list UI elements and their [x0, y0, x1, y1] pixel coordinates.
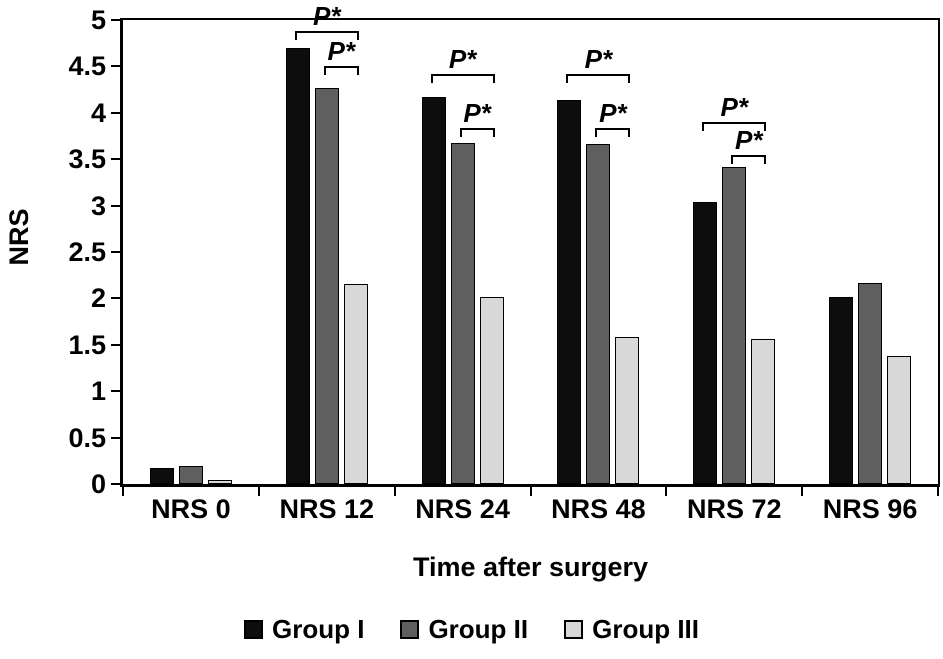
significance-bracket — [595, 127, 631, 137]
y-tick — [111, 158, 120, 161]
y-tick-label: 3.5 — [68, 144, 106, 175]
y-axis-title: NRS — [4, 208, 34, 266]
bar-group-ii-nrs-72 — [722, 166, 747, 484]
bar-group-i-nrs-0 — [149, 468, 174, 484]
x-axis-category-label: NRS 96 — [822, 494, 918, 524]
bar-group-ii-nrs-24 — [450, 142, 475, 484]
bar-group-ii-nrs-12 — [314, 87, 339, 484]
y-tick — [111, 19, 120, 21]
significance-bracket — [566, 73, 631, 83]
y-tick-label: 4.5 — [68, 51, 106, 82]
significance-bracket — [459, 127, 495, 137]
legend-item-group-i: Group I — [244, 614, 364, 645]
legend-item-group-ii: Group II — [400, 614, 528, 645]
x-tick — [801, 487, 804, 496]
bar-group-iii-nrs-72 — [751, 339, 776, 484]
plot-area — [120, 18, 940, 487]
y-tick — [111, 204, 120, 207]
legend-item-group-iii: Group III — [564, 614, 699, 645]
bar-group-iii-nrs-0 — [207, 480, 232, 484]
bar-group-i-nrs-48 — [557, 99, 582, 484]
y-tick — [111, 251, 120, 253]
legend: Group I Group II Group III — [0, 614, 943, 645]
y-tick-label: 0 — [90, 469, 106, 499]
significance-label: P* — [720, 92, 748, 123]
significance-bracket — [702, 122, 767, 132]
x-axis-category-label: NRS 48 — [551, 494, 646, 524]
x-tick — [257, 487, 260, 496]
y-tick-label: 2 — [90, 283, 106, 314]
bar-group-iii-nrs-48 — [615, 337, 640, 484]
bar-group-i-nrs-72 — [693, 201, 718, 484]
bar-group-ii-nrs-48 — [586, 144, 611, 484]
significance-bracket — [430, 73, 495, 83]
x-axis-category-label: NRS 24 — [415, 494, 510, 524]
bar-group-i-nrs-24 — [421, 97, 446, 484]
bar-group-ii-nrs-0 — [178, 466, 203, 484]
bar-group-iii-nrs-24 — [479, 296, 504, 484]
significance-label: P* — [313, 1, 341, 32]
bar-group-i-nrs-12 — [285, 47, 310, 484]
legend-swatch-group-ii — [400, 620, 420, 639]
x-tick — [393, 487, 396, 496]
y-tick-label: 1.5 — [68, 329, 106, 360]
x-tick — [122, 487, 124, 496]
y-tick — [111, 390, 120, 393]
x-axis-category-label: NRS 72 — [686, 494, 782, 524]
bar-group-iii-nrs-12 — [343, 283, 368, 484]
y-tick — [111, 111, 120, 114]
y-tick-label: 5 — [90, 5, 106, 35]
y-tick-label: 0.5 — [68, 422, 106, 453]
x-axis-category-label: NRS 12 — [279, 494, 375, 524]
significance-label: P* — [463, 97, 491, 128]
significance-bracket — [323, 66, 359, 76]
y-tick-label: 1 — [90, 376, 106, 407]
y-tick-label: 4 — [90, 97, 106, 128]
bar-group-iii-nrs-96 — [887, 355, 912, 484]
significance-label: P* — [735, 125, 763, 156]
significance-label: P* — [448, 43, 477, 74]
y-tick — [111, 436, 120, 439]
x-tick — [937, 487, 939, 496]
significance-label: P* — [584, 43, 613, 74]
legend-label-group-ii: Group II — [428, 614, 529, 644]
significance-label: P* — [327, 36, 355, 67]
y-tick — [111, 65, 120, 68]
bar-group-i-nrs-96 — [829, 297, 854, 484]
significance-bracket — [294, 31, 359, 41]
y-tick — [111, 297, 120, 300]
x-tick — [529, 487, 532, 496]
x-axis-category-label: NRS 0 — [151, 494, 231, 524]
legend-swatch-group-i — [244, 620, 263, 639]
x-axis-title: Time after surgery — [412, 552, 649, 582]
significance-bracket — [731, 155, 767, 165]
x-tick — [665, 487, 668, 496]
legend-swatch-group-iii — [564, 620, 584, 639]
significance-label: P* — [599, 97, 627, 128]
bar-group-ii-nrs-96 — [858, 282, 883, 484]
y-tick-label: 2.5 — [68, 237, 106, 267]
y-tick — [111, 343, 120, 346]
y-tick — [111, 483, 120, 485]
legend-label-group-iii: Group III — [592, 614, 699, 644]
legend-label-group-i: Group I — [272, 614, 365, 644]
y-tick-label: 3 — [90, 190, 106, 221]
